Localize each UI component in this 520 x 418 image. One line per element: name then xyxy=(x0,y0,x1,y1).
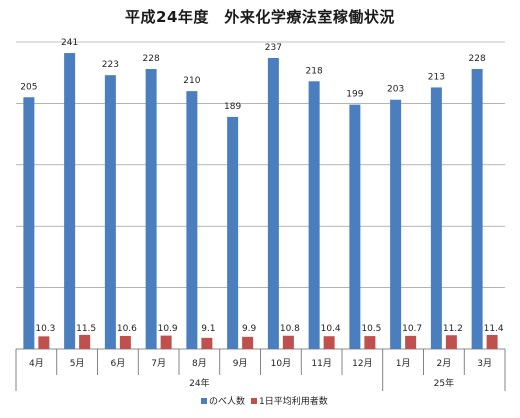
bar-nobe-ninzu xyxy=(145,69,157,350)
legend-label: 1日平均利用者数 xyxy=(259,395,328,407)
bar-daily-average xyxy=(405,335,417,349)
data-label-nobe-ninzu: 218 xyxy=(306,66,323,76)
data-label-daily-average: 11.4 xyxy=(484,324,504,334)
x-tick-label: 10月 xyxy=(271,358,291,369)
bar-nobe-ninzu xyxy=(64,53,76,349)
data-label-nobe-ninzu: 189 xyxy=(224,102,241,112)
data-label-daily-average: 10.4 xyxy=(321,324,341,334)
bar-nobe-ninzu xyxy=(186,91,198,350)
bar-nobe-ninzu xyxy=(390,99,402,349)
bar-nobe-ninzu xyxy=(430,87,442,349)
data-label-daily-average: 9.1 xyxy=(201,324,215,334)
bar-nobe-ninzu xyxy=(227,116,239,350)
data-label-daily-average: 10.8 xyxy=(280,324,300,334)
data-label-daily-average: 9.9 xyxy=(242,324,257,334)
bar-daily-average xyxy=(486,335,498,349)
bar-daily-average xyxy=(79,334,91,349)
bar-nobe-ninzu xyxy=(308,81,320,350)
data-label-nobe-ninzu: 228 xyxy=(469,54,486,64)
bar-daily-average xyxy=(282,335,294,349)
data-label-nobe-ninzu: 210 xyxy=(183,76,200,86)
bar-daily-average xyxy=(445,335,457,349)
bar-daily-average xyxy=(160,335,172,349)
data-label-daily-average: 10.3 xyxy=(35,324,55,334)
data-label-nobe-ninzu: 199 xyxy=(346,90,363,100)
x-tick-label: 7月 xyxy=(151,358,166,369)
x-group-label: 24年 xyxy=(189,377,209,389)
data-label-nobe-ninzu: 205 xyxy=(20,82,37,92)
data-label-nobe-ninzu: 228 xyxy=(143,54,160,64)
data-label-nobe-ninzu: 237 xyxy=(265,43,282,53)
x-tick-label: 5月 xyxy=(70,358,85,369)
bar-nobe-ninzu xyxy=(23,97,35,349)
bar-daily-average xyxy=(38,336,50,349)
bar-nobe-ninzu xyxy=(471,69,483,350)
x-tick-label: 8月 xyxy=(192,358,207,369)
x-tick-label: 1月 xyxy=(396,358,411,369)
x-tick-label: 11月 xyxy=(311,358,331,369)
data-label-daily-average: 10.6 xyxy=(117,324,137,334)
data-label-daily-average: 10.9 xyxy=(158,324,178,334)
bar-daily-average xyxy=(364,336,376,349)
bar-nobe-ninzu xyxy=(349,104,361,350)
bar-nobe-ninzu xyxy=(104,75,116,349)
chart-title: 平成24年度 外来化学療法室稼働状況 xyxy=(125,8,395,26)
bar-daily-average xyxy=(119,335,131,349)
legend-label: のべ人数 xyxy=(209,395,245,407)
x-tick-label: 6月 xyxy=(111,358,126,369)
legend-swatch xyxy=(201,398,207,404)
x-tick-label: 4月 xyxy=(29,358,44,369)
data-label-daily-average: 11.5 xyxy=(76,324,96,334)
data-label-nobe-ninzu: 241 xyxy=(61,38,78,48)
data-label-nobe-ninzu: 223 xyxy=(102,60,119,70)
bar-nobe-ninzu xyxy=(267,57,279,350)
x-group-label: 25年 xyxy=(434,377,454,389)
legend-swatch xyxy=(251,398,257,404)
x-tick-label: 9月 xyxy=(233,358,248,369)
x-tick-label: 2月 xyxy=(437,358,452,369)
data-label-daily-average: 10.7 xyxy=(402,324,422,334)
data-label-daily-average: 10.5 xyxy=(361,324,381,334)
bar-daily-average xyxy=(323,336,335,349)
data-label-daily-average: 11.2 xyxy=(443,324,463,334)
data-label-nobe-ninzu: 213 xyxy=(428,72,445,82)
x-tick-label: 3月 xyxy=(477,358,492,369)
bar-daily-average xyxy=(242,336,254,349)
x-tick-label: 12月 xyxy=(352,358,372,369)
data-label-nobe-ninzu: 203 xyxy=(387,85,404,95)
bar-daily-average xyxy=(201,337,213,349)
